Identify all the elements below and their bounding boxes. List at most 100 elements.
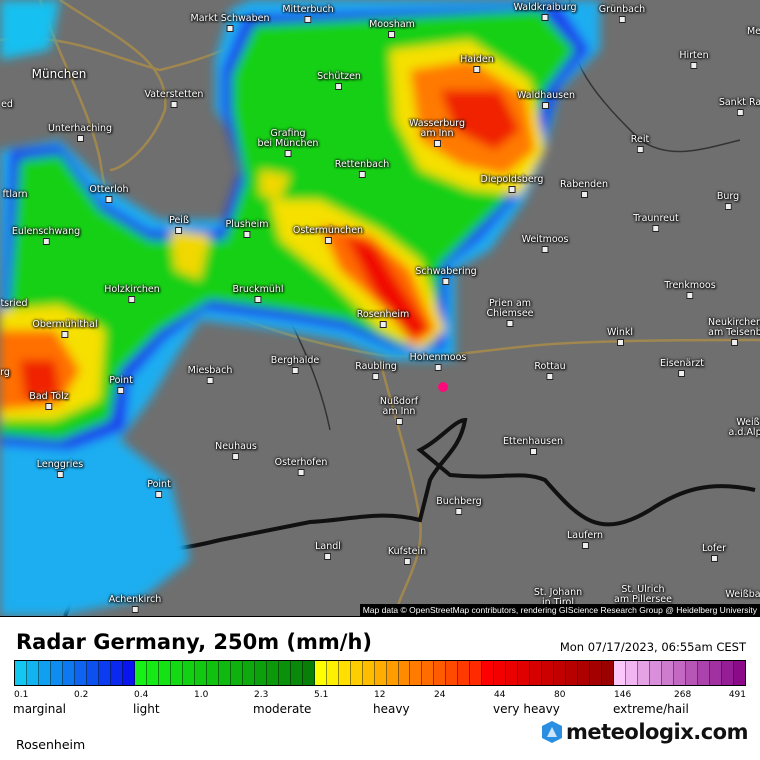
town-name: St. Johann	[533, 587, 583, 598]
location-name: Rosenheim	[16, 737, 86, 752]
town-label: Unterhaching	[48, 124, 112, 142]
scale-cell	[254, 661, 267, 685]
town-name: Markt Schwaben	[190, 13, 270, 24]
town-name: Grafing	[270, 128, 306, 139]
town-label: Prien am Chiemsee	[486, 298, 534, 327]
town-marker-icon	[128, 296, 136, 303]
town-label: Buchberg	[436, 497, 482, 515]
scale-tick-label: 12	[374, 690, 386, 700]
town-label: Hirten	[679, 51, 709, 69]
town-name: Eulenschwang	[11, 226, 81, 237]
town-name: Ostermünchen	[292, 225, 364, 236]
brand-name: meteologix.com	[566, 720, 748, 744]
town-label: Laufern	[567, 531, 603, 549]
scale-cell	[734, 661, 746, 685]
scale-cell	[470, 661, 483, 685]
town-label: St. Ulrich am Pillersee	[614, 585, 672, 605]
town-name: Chiemsee	[486, 308, 534, 319]
town-marker-icon	[724, 203, 732, 210]
town-label: Vaterstetten	[145, 90, 203, 108]
town-name: Prien am	[488, 298, 532, 309]
scale-cell	[338, 661, 351, 685]
scale-cell	[422, 661, 435, 685]
brand-logo[interactable]: meteologix.com	[541, 720, 748, 744]
town-name: am Teisenb	[708, 327, 760, 338]
town-marker-icon	[42, 238, 50, 245]
town-label: St. Johann in Tirol	[534, 588, 582, 608]
town-name: a.d.Alpe	[728, 427, 760, 438]
scale-cell	[86, 661, 99, 685]
town-marker-icon	[618, 16, 626, 23]
town-label: Schwabering	[415, 267, 477, 285]
town-name: Obermühlthal	[32, 319, 98, 330]
town-marker-icon	[731, 339, 739, 346]
town-marker-icon	[710, 555, 718, 562]
town-name: Neuhaus	[215, 441, 257, 452]
town-label: Raubling	[355, 362, 397, 380]
scale-cell	[710, 661, 723, 685]
town-name: Raubling	[355, 361, 397, 372]
town-label: Diepoldsberg	[481, 175, 543, 193]
town-marker-icon	[541, 246, 549, 253]
scale-cell	[230, 661, 243, 685]
scale-cell	[698, 661, 711, 685]
scale-cell	[302, 661, 315, 685]
town-label: Osterhofen	[274, 457, 328, 476]
town-name: Unterhaching	[47, 123, 113, 134]
town-name: St. Ulrich	[621, 584, 665, 595]
town-name: am Inn	[420, 128, 454, 139]
town-marker-icon	[388, 31, 396, 38]
scale-cell	[506, 661, 519, 685]
location-marker-icon[interactable]	[438, 382, 448, 392]
scale-cell	[686, 661, 699, 685]
scale-category-label: heavy	[373, 702, 410, 716]
town-label: Eisenärzt	[660, 359, 704, 377]
town-name: tsried	[0, 298, 28, 309]
scale-cell	[554, 661, 567, 685]
town-name: Bad Tölz	[29, 391, 69, 402]
town-name: Schützen	[317, 71, 361, 82]
scale-cell	[218, 661, 231, 685]
town-marker-icon	[541, 14, 549, 21]
scale-cell	[626, 661, 639, 685]
town-marker-icon	[542, 102, 550, 109]
town-marker-icon	[117, 387, 125, 394]
scale-tick-label: 1.0	[194, 690, 209, 700]
town-marker-icon	[170, 101, 178, 108]
scale-cell	[158, 661, 171, 685]
town-marker-icon	[546, 373, 554, 380]
town-label: Grafing bei München	[258, 128, 318, 157]
meteologix-logo-icon	[542, 721, 563, 743]
town-marker-icon	[434, 364, 442, 371]
scale-cell	[98, 661, 111, 685]
scale-cell	[650, 661, 663, 685]
radar-map[interactable]: Markt Schwaben Mitterbuch Moosham Waldkr…	[0, 0, 760, 617]
scale-cell	[194, 661, 207, 685]
town-label: Weitmoos	[522, 235, 568, 253]
town-name: am Pillersee	[614, 594, 672, 605]
town-label: Me	[747, 27, 760, 37]
town-marker-icon	[508, 186, 516, 193]
town-label: Reit	[631, 135, 649, 153]
scale-tick-label: 268	[674, 690, 692, 700]
town-name: Miesbach	[187, 365, 233, 376]
town-label: Hohenmoos	[410, 353, 466, 371]
scale-cell	[578, 661, 591, 685]
town-label: Berghalde	[270, 355, 320, 374]
town-label: Rabenden	[560, 180, 608, 198]
town-name: Rottau	[534, 361, 566, 372]
town-marker-icon	[243, 231, 251, 238]
scale-cell	[398, 661, 411, 685]
town-name: Berghalde	[270, 355, 320, 366]
town-name: Landl	[315, 541, 341, 552]
scale-cell	[494, 661, 507, 685]
town-name: Osterhofen	[274, 457, 328, 468]
scale-cell	[374, 661, 387, 685]
scale-cell	[62, 661, 75, 685]
map-attribution[interactable]: Map data © OpenStreetMap contributors, r…	[359, 604, 760, 616]
town-marker-icon	[232, 453, 240, 460]
town-name: Moosham	[369, 19, 415, 30]
town-label: Peiß	[169, 216, 189, 234]
town-marker-icon	[636, 146, 644, 153]
town-name: Me	[746, 26, 760, 37]
